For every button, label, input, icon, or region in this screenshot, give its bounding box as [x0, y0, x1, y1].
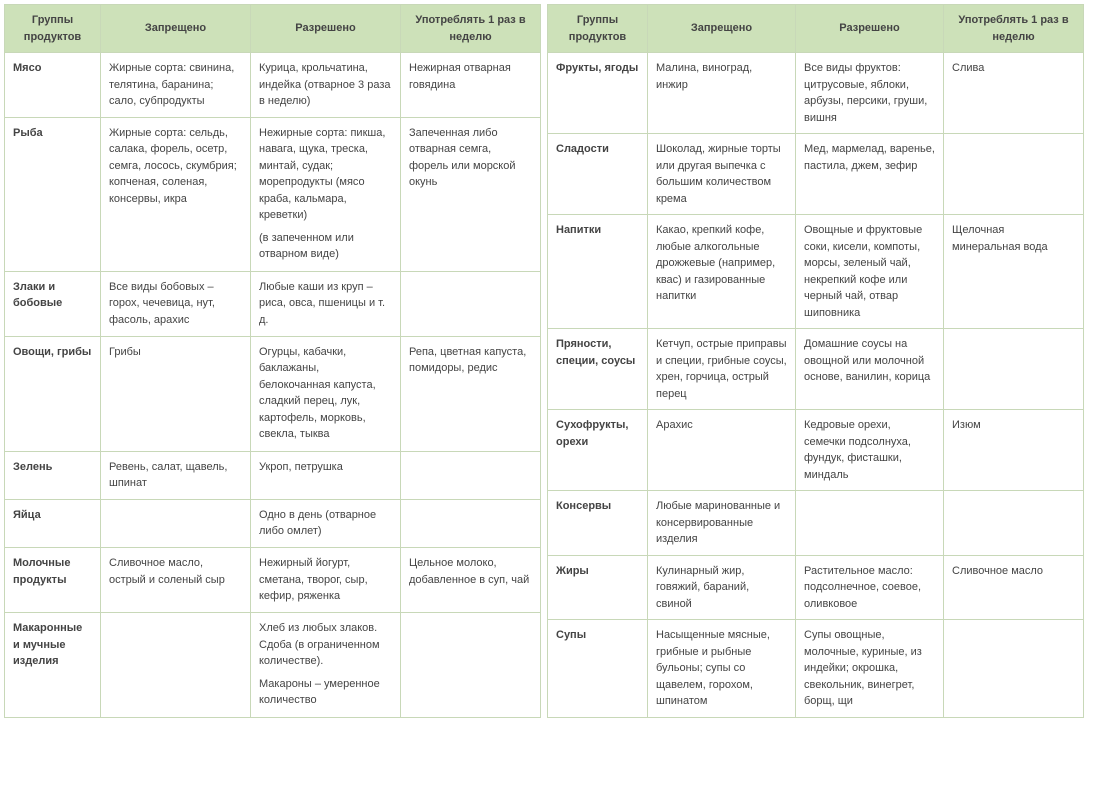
weekly-cell: Нежирная отварная говядина — [401, 53, 541, 118]
column-header: Запрещено — [648, 5, 796, 53]
weekly-cell: Репа, цветная капуста, помидоры, редис — [401, 336, 541, 451]
allowed-cell: Одно в день (отварное либо омлет) — [251, 499, 401, 547]
group-cell: Напитки — [548, 215, 648, 329]
weekly-cell: Слива — [944, 53, 1084, 134]
allowed-cell: Домашние соусы на овощной или молочной о… — [796, 329, 944, 410]
allowed-cell: Хлеб из любых злаков. Сдоба (в ограничен… — [251, 613, 401, 717]
weekly-cell: Цельное молоко, добавленное в суп, чай — [401, 548, 541, 613]
table-row: Пряности, специи, соусыКетчуп, острые пр… — [548, 329, 1084, 410]
group-cell: Сухофрукты, орехи — [548, 410, 648, 491]
table-row: Яйца Одно в день (отварное либо омлет) — [5, 499, 541, 547]
group-cell: Зелень — [5, 451, 101, 499]
group-cell: Овощи, грибы — [5, 336, 101, 451]
forbidden-cell: Шоколад, жирные торты или другая выпечка… — [648, 134, 796, 215]
weekly-cell — [401, 271, 541, 336]
allowed-cell: Любые каши из круп – риса, овса, пшеницы… — [251, 271, 401, 336]
forbidden-cell: Жирные сорта: сельдь, салака, форель, ос… — [101, 117, 251, 271]
weekly-cell — [944, 329, 1084, 410]
column-header: Разрешено — [251, 5, 401, 53]
weekly-cell: Запеченная либо отварная семга, форель и… — [401, 117, 541, 271]
group-cell: Яйца — [5, 499, 101, 547]
forbidden-cell: Малина, виноград, инжир — [648, 53, 796, 134]
group-cell: Молочные продукты — [5, 548, 101, 613]
forbidden-cell: Ревень, салат, щавель, шпинат — [101, 451, 251, 499]
forbidden-cell: Все виды бобовых – горох, чечевица, нут,… — [101, 271, 251, 336]
forbidden-cell: Какао, крепкий кофе, любые алкогольные д… — [648, 215, 796, 329]
forbidden-cell — [101, 613, 251, 717]
column-header: Разрешено — [796, 5, 944, 53]
weekly-cell — [944, 491, 1084, 556]
allowed-cell: Нежирный йогурт, сметана, творог, сыр, к… — [251, 548, 401, 613]
table-row: СладостиШоколад, жирные торты или другая… — [548, 134, 1084, 215]
forbidden-cell: Насыщенные мясные, грибные и рыбные буль… — [648, 620, 796, 718]
table-row: Сухофрукты, орехиАрахисКедровые орехи, с… — [548, 410, 1084, 491]
column-header: Употреблять 1 раз в неделю — [944, 5, 1084, 53]
weekly-cell — [944, 620, 1084, 718]
column-header: Запрещено — [101, 5, 251, 53]
table-row: СупыНасыщенные мясные, грибные и рыбные … — [548, 620, 1084, 718]
column-header: Группы продуктов — [548, 5, 648, 53]
forbidden-cell: Сливочное масло, острый и соленый сыр — [101, 548, 251, 613]
weekly-cell — [401, 499, 541, 547]
allowed-cell: Все виды фруктов: цитрусовые, яблоки, ар… — [796, 53, 944, 134]
table-row: НапиткиКакао, крепкий кофе, любые алкого… — [548, 215, 1084, 329]
table-row: КонсервыЛюбые маринованные и консервиров… — [548, 491, 1084, 556]
table-row: МясоЖирные сорта: свинина, телятина, бар… — [5, 53, 541, 118]
two-table-wrap: Группы продуктовЗапрещеноРазрешеноУпотре… — [4, 4, 1096, 718]
group-cell: Злаки и бобовые — [5, 271, 101, 336]
allowed-cell: Овощные и фруктовые соки, кисели, компот… — [796, 215, 944, 329]
diet-table-right: Группы продуктовЗапрещеноРазрешеноУпотре… — [547, 4, 1084, 718]
table-row: РыбаЖирные сорта: сельдь, салака, форель… — [5, 117, 541, 271]
allowed-cell: Огурцы, кабачки, баклажаны, белокочанная… — [251, 336, 401, 451]
allowed-cell: Супы овощные, молочные, куриные, из инде… — [796, 620, 944, 718]
table-row: Злаки и бобовыеВсе виды бобовых – горох,… — [5, 271, 541, 336]
weekly-cell: Сливочное масло — [944, 555, 1084, 620]
forbidden-cell: Кетчуп, острые приправы и специи, грибны… — [648, 329, 796, 410]
forbidden-cell: Грибы — [101, 336, 251, 451]
allowed-paragraph: Хлеб из любых злаков. Сдоба (в ограничен… — [259, 620, 392, 670]
allowed-cell: Укроп, петрушка — [251, 451, 401, 499]
column-header: Группы продуктов — [5, 5, 101, 53]
table-row: ЗеленьРевень, салат, щавель, шпинатУкроп… — [5, 451, 541, 499]
group-cell: Пряности, специи, соусы — [548, 329, 648, 410]
weekly-cell: Щелочная минеральная вода — [944, 215, 1084, 329]
weekly-cell: Изюм — [944, 410, 1084, 491]
group-cell: Макаронные и мучные изделия — [5, 613, 101, 717]
allowed-cell: Курица, крольчатина, индейка (отварное 3… — [251, 53, 401, 118]
table-row: Фрукты, ягодыМалина, виноград, инжирВсе … — [548, 53, 1084, 134]
allowed-cell: Растительное масло: подсолнечное, соевое… — [796, 555, 944, 620]
weekly-cell — [401, 451, 541, 499]
allowed-cell: Мед, мармелад, варенье, пастила, джем, з… — [796, 134, 944, 215]
diet-table-left: Группы продуктовЗапрещеноРазрешеноУпотре… — [4, 4, 541, 718]
allowed-cell: Кедровые орехи, семечки подсолнуха, фунд… — [796, 410, 944, 491]
allowed-cell: Нежирные сорта: пикша, навага, щука, тре… — [251, 117, 401, 271]
group-cell: Фрукты, ягоды — [548, 53, 648, 134]
table-row: Макаронные и мучные изделия Хлеб из любых… — [5, 613, 541, 717]
forbidden-cell: Кулинарный жир, говяжий, бараний, свиной — [648, 555, 796, 620]
weekly-cell — [401, 613, 541, 717]
table-row: ЖирыКулинарный жир, говяжий, бараний, св… — [548, 555, 1084, 620]
group-cell: Мясо — [5, 53, 101, 118]
allowed-paragraph: (в запеченном или отварном виде) — [259, 230, 392, 263]
forbidden-cell: Жирные сорта: свинина, телятина, баранин… — [101, 53, 251, 118]
group-cell: Рыба — [5, 117, 101, 271]
table-row: Молочные продуктыСливочное масло, острый… — [5, 548, 541, 613]
forbidden-cell: Любые маринованные и консервированные из… — [648, 491, 796, 556]
allowed-paragraph: Нежирные сорта: пикша, навага, щука, тре… — [259, 125, 392, 224]
allowed-cell — [796, 491, 944, 556]
group-cell: Супы — [548, 620, 648, 718]
allowed-paragraph: Макароны – умеренное количество — [259, 676, 392, 709]
group-cell: Консервы — [548, 491, 648, 556]
column-header: Употреблять 1 раз в неделю — [401, 5, 541, 53]
forbidden-cell: Арахис — [648, 410, 796, 491]
group-cell: Жиры — [548, 555, 648, 620]
table-row: Овощи, грибыГрибыОгурцы, кабачки, баклаж… — [5, 336, 541, 451]
forbidden-cell — [101, 499, 251, 547]
weekly-cell — [944, 134, 1084, 215]
group-cell: Сладости — [548, 134, 648, 215]
